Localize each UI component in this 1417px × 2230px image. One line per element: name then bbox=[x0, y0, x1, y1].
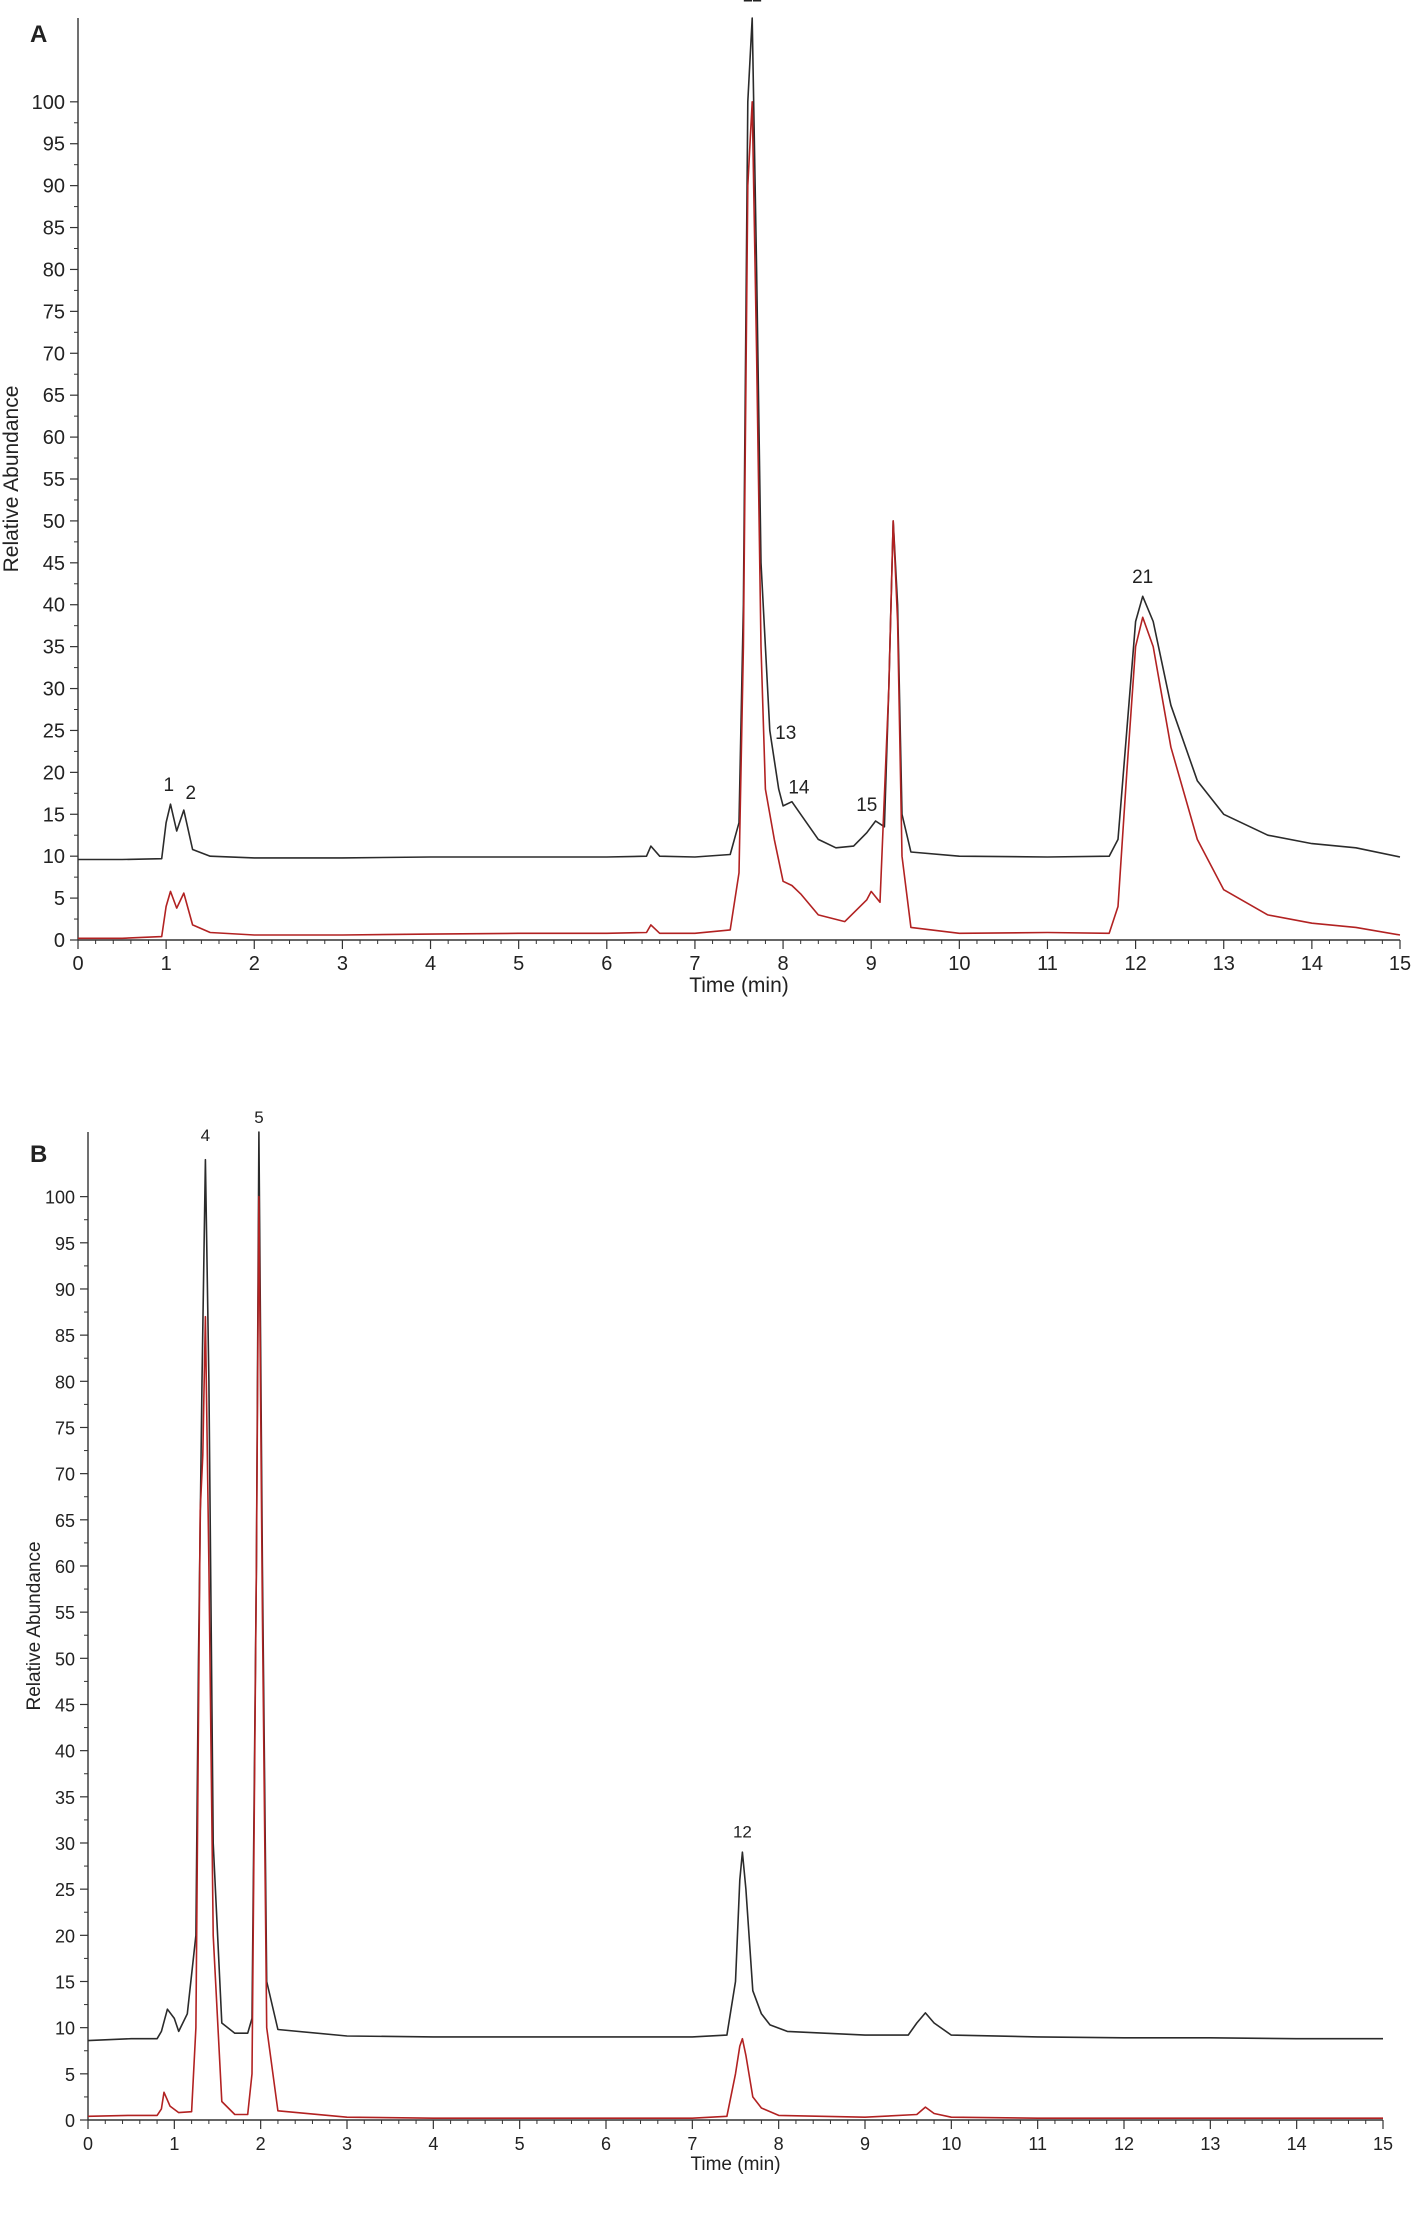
y-tick-label: 60 bbox=[43, 427, 65, 449]
y-tick-label: 40 bbox=[43, 595, 65, 617]
panel-label-b: B bbox=[30, 1141, 47, 1168]
x-tick-label: 0 bbox=[83, 2134, 93, 2154]
black-trace bbox=[78, 17, 1401, 861]
x-tick-label: 8 bbox=[778, 953, 789, 975]
x-tick-label: 3 bbox=[337, 953, 348, 975]
y-tick-label: 45 bbox=[55, 1695, 75, 1715]
y-tick-label: 90 bbox=[55, 1280, 75, 1300]
peak-label: 4 bbox=[201, 1126, 210, 1145]
y-tick-label: 35 bbox=[55, 1788, 75, 1808]
chromatogram-b-svg: B051015202530354045505560657075808590951… bbox=[24, 1110, 1393, 2175]
y-tick-label: 25 bbox=[43, 720, 65, 742]
peak-label: 21 bbox=[1132, 567, 1153, 588]
y-tick-label: 95 bbox=[55, 1234, 75, 1254]
y-tick-label: 35 bbox=[43, 637, 65, 659]
x-tick-label: 4 bbox=[425, 953, 436, 975]
x-tick-label: 9 bbox=[860, 2134, 870, 2154]
y-tick-label: 40 bbox=[55, 1742, 75, 1762]
peak-label: 11 bbox=[742, 0, 762, 6]
x-tick-label: 5 bbox=[513, 953, 524, 975]
x-tick-label: 15 bbox=[1373, 2134, 1393, 2154]
y-axis-title: Relative Abundance bbox=[0, 386, 23, 573]
x-axis-title: Time (min) bbox=[690, 2154, 780, 2175]
x-tick-label: 10 bbox=[941, 2134, 961, 2154]
y-tick-label: 55 bbox=[43, 469, 65, 491]
x-tick-label: 2 bbox=[256, 2134, 266, 2154]
y-tick-label: 5 bbox=[65, 2065, 75, 2085]
y-tick-label: 65 bbox=[43, 385, 65, 407]
peak-label: 5 bbox=[254, 1110, 263, 1127]
x-tick-label: 8 bbox=[774, 2134, 784, 2154]
x-tick-label: 13 bbox=[1213, 953, 1235, 975]
x-tick-label: 13 bbox=[1200, 2134, 1220, 2154]
x-tick-label: 12 bbox=[1114, 2134, 1134, 2154]
x-tick-label: 6 bbox=[601, 953, 612, 975]
peak-label: 13 bbox=[775, 723, 796, 744]
red-trace bbox=[87, 1195, 1383, 2119]
y-tick-label: 85 bbox=[55, 1326, 75, 1346]
peak-label: 1 bbox=[163, 775, 174, 796]
y-tick-label: 75 bbox=[55, 1418, 75, 1438]
x-axis-title: Time (min) bbox=[689, 974, 789, 997]
y-tick-label: 90 bbox=[43, 176, 65, 198]
x-tick-label: 15 bbox=[1389, 953, 1411, 975]
x-tick-label: 6 bbox=[601, 2134, 611, 2154]
y-tick-label: 10 bbox=[55, 2019, 75, 2039]
x-tick-label: 14 bbox=[1301, 953, 1323, 975]
y-tick-label: 20 bbox=[55, 1926, 75, 1946]
y-tick-label: 100 bbox=[45, 1188, 75, 1208]
x-tick-label: 14 bbox=[1287, 2134, 1307, 2154]
x-tick-label: 11 bbox=[1037, 953, 1058, 975]
x-tick-label: 10 bbox=[948, 953, 970, 975]
y-tick-label: 60 bbox=[55, 1557, 75, 1577]
y-tick-label: 30 bbox=[55, 1834, 75, 1854]
y-tick-label: 70 bbox=[55, 1465, 75, 1485]
y-tick-label: 55 bbox=[55, 1603, 75, 1623]
y-tick-label: 50 bbox=[55, 1649, 75, 1669]
y-tick-label: 70 bbox=[43, 343, 65, 365]
y-tick-label: 45 bbox=[43, 553, 65, 575]
y-tick-label: 80 bbox=[55, 1372, 75, 1392]
x-tick-label: 5 bbox=[515, 2134, 525, 2154]
peak-label: 15 bbox=[856, 795, 877, 816]
y-tick-label: 15 bbox=[43, 804, 65, 826]
y-tick-label: 20 bbox=[43, 762, 65, 784]
x-tick-label: 7 bbox=[687, 2134, 697, 2154]
y-axis-title: Relative Abundance bbox=[24, 1541, 45, 1710]
x-tick-label: 11 bbox=[1028, 2134, 1047, 2154]
x-tick-label: 1 bbox=[161, 953, 172, 975]
y-tick-label: 15 bbox=[55, 1972, 75, 1992]
x-tick-label: 7 bbox=[689, 953, 700, 975]
x-tick-label: 1 bbox=[169, 2134, 179, 2154]
x-tick-label: 4 bbox=[428, 2134, 438, 2154]
y-tick-label: 0 bbox=[65, 2111, 75, 2131]
red-trace bbox=[78, 101, 1401, 940]
black-trace bbox=[87, 1131, 1383, 2042]
peak-label: 14 bbox=[788, 777, 810, 798]
y-tick-label: 80 bbox=[43, 259, 65, 281]
peak-label: 12 bbox=[733, 1822, 752, 1841]
y-tick-label: 50 bbox=[43, 511, 65, 533]
y-tick-label: 65 bbox=[55, 1511, 75, 1531]
x-tick-label: 12 bbox=[1124, 953, 1146, 975]
y-tick-label: 0 bbox=[54, 930, 65, 952]
panel-label-a: A bbox=[30, 21, 47, 48]
y-tick-label: 100 bbox=[32, 92, 65, 114]
x-tick-label: 2 bbox=[249, 953, 260, 975]
x-tick-label: 3 bbox=[342, 2134, 352, 2154]
y-tick-label: 25 bbox=[55, 1880, 75, 1900]
chromatogram-panel-b: B 0 5 10 15 20 25 30 35 40 45 50 55 60 65 70 75 80 85 90 95 1… bbox=[0, 1110, 1417, 2230]
y-tick-label: 95 bbox=[43, 134, 65, 156]
peak-label: 2 bbox=[186, 783, 197, 804]
chromatogram-panel-a: A 0 5 10 15 20 25 30 35 40 45 50 55 60 65 70 75 80 85 90 95 1… bbox=[0, 0, 1417, 1000]
x-tick-label: 0 bbox=[72, 953, 83, 975]
chromatogram-a-svg: A051015202530354045505560657075808590951… bbox=[0, 0, 1411, 997]
x-tick-label: 9 bbox=[866, 953, 877, 975]
y-tick-label: 75 bbox=[43, 301, 65, 323]
y-tick-label: 30 bbox=[43, 679, 65, 701]
y-tick-label: 5 bbox=[54, 888, 65, 910]
y-tick-label: 85 bbox=[43, 218, 65, 240]
y-tick-label: 10 bbox=[43, 846, 65, 868]
